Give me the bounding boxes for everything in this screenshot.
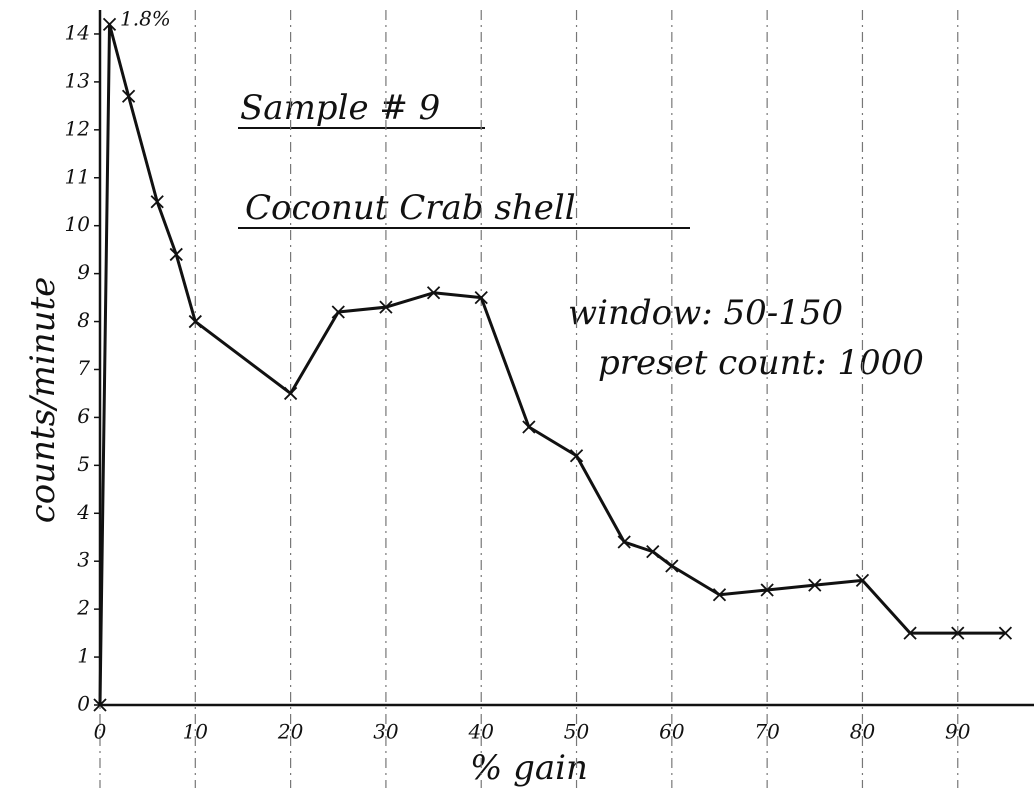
x-tick-label: 90 (945, 720, 971, 744)
y-tick-label: 2 (76, 596, 90, 620)
y-tick-label: 5 (77, 452, 90, 476)
data-point (569, 449, 584, 463)
y-tick-label: 1 (77, 644, 90, 668)
y-tick-label: 3 (77, 548, 90, 572)
data-point (808, 578, 822, 592)
y-tick-label: 8 (77, 308, 90, 332)
data-point (903, 626, 917, 640)
data-point (283, 386, 298, 401)
y-tick-label: 12 (65, 116, 90, 140)
y-tick-label: 11 (65, 164, 90, 188)
data-point (474, 290, 488, 305)
data-point (646, 544, 660, 559)
data-point (998, 626, 1013, 640)
y-tick-label: 10 (65, 212, 91, 236)
x-tick-label: 20 (277, 720, 304, 744)
x-tick-label: 40 (467, 720, 494, 744)
data-point (426, 286, 441, 300)
annotation: window: 50-150 (568, 293, 843, 333)
data-point (379, 300, 393, 314)
chart-title: Sample # 9 (240, 88, 440, 128)
data-point (522, 420, 536, 434)
y-tick-label: 7 (77, 356, 90, 380)
data-point (617, 535, 631, 549)
x-tick-label: 70 (754, 720, 780, 744)
y-tick-label: 6 (77, 404, 90, 428)
data-point (121, 89, 136, 103)
data-point (150, 195, 164, 209)
y-tick-label: 4 (76, 500, 90, 524)
x-tick-label: 30 (373, 720, 399, 744)
data-point (712, 588, 727, 602)
x-tick-label: 50 (564, 720, 590, 744)
x-tick-label: 10 (183, 720, 209, 744)
y-axis-label: counts/minute (23, 277, 63, 524)
peak-annotation: 1.8% (120, 7, 171, 31)
data-point (331, 305, 345, 319)
y-tick-label: 13 (65, 68, 90, 92)
data-point (951, 626, 965, 640)
x-tick-label: 60 (659, 720, 685, 744)
x-tick-label: 0 (94, 720, 107, 744)
data-point (93, 698, 107, 712)
annotation: preset count: 1000 (598, 343, 924, 383)
data-point (102, 17, 117, 32)
data-point (188, 314, 202, 329)
y-tick-label: 9 (77, 260, 90, 284)
data-point (760, 583, 774, 597)
x-tick-label: 80 (850, 720, 876, 744)
y-tick-label: 14 (65, 20, 90, 44)
chart-subtitle: Coconut Crab shell (245, 188, 576, 228)
y-tick-label: 0 (77, 692, 90, 716)
data-point (665, 559, 679, 573)
data-point (855, 573, 870, 588)
data-point (169, 247, 183, 262)
x-axis-label: % gain (470, 748, 588, 788)
